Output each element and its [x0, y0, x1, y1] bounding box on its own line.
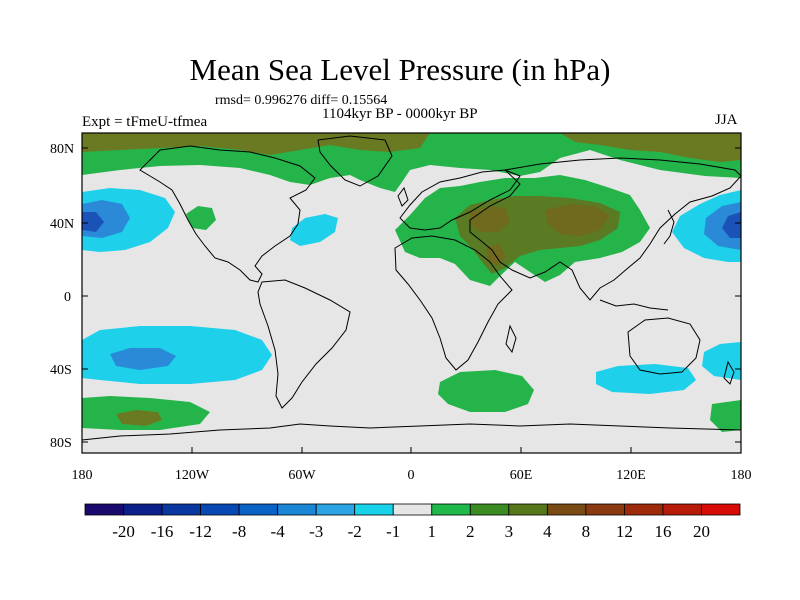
colorbar-swatch	[123, 503, 163, 516]
namerica-positive-patch	[186, 206, 216, 230]
x-tick-marks	[81, 447, 742, 453]
time-period: 1104kyr BP - 0000kyr BP	[322, 106, 478, 122]
africa-coast	[394, 235, 513, 371]
x-tick-label: 120E	[616, 468, 646, 483]
y-tick-label: 40S	[50, 363, 72, 378]
sindian-negative-region	[596, 364, 696, 394]
colorbar-swatch	[161, 503, 201, 516]
colorbar-label: -12	[189, 522, 212, 541]
madagascar-coast	[505, 324, 517, 354]
colorbar-swatch	[662, 503, 702, 516]
colorbar-label: 3	[505, 522, 514, 541]
x-tick-label: 180	[72, 468, 93, 483]
australia-coast	[627, 317, 701, 375]
x-tick-label: 120W	[175, 468, 210, 483]
colorbar-swatch	[508, 503, 548, 516]
colorbar-swatch	[585, 503, 625, 516]
europe-coast	[399, 169, 521, 231]
eurasia-core-region-east	[545, 204, 610, 236]
asia-coast	[469, 157, 741, 301]
antarctic-positive-patch	[710, 400, 741, 432]
colorbar-swatch	[624, 503, 664, 516]
satlantic-positive-region	[438, 370, 534, 412]
colorbar-label: -3	[309, 522, 323, 541]
colorbar-swatch	[200, 503, 240, 516]
colorbar-label: -1	[386, 522, 400, 541]
x-tick-label: 180	[731, 468, 752, 483]
colorbar-label: 16	[654, 522, 671, 541]
x-tick-label: 60E	[510, 468, 533, 483]
npacific-east-core	[722, 212, 741, 238]
map-title: Mean Sea Level Pressure (in hPa)	[189, 52, 611, 87]
southern-ocean-strong-region	[116, 410, 162, 426]
spacific-negative-region	[82, 326, 272, 384]
y-tick-label: 40N	[50, 217, 74, 232]
colorbar-label: -4	[271, 522, 286, 541]
south-america-coast	[257, 279, 351, 409]
colorbar-label: 1	[428, 522, 437, 541]
map-background	[82, 133, 741, 453]
colorbar-swatch	[701, 503, 741, 516]
colorbar-label: 2	[466, 522, 475, 541]
greenland-coast	[317, 135, 393, 187]
indonesia-coast	[599, 299, 669, 311]
y-tick-label: 80N	[50, 142, 74, 157]
coastlines	[82, 135, 741, 441]
colorbar-label: 20	[693, 522, 710, 541]
colorbar-label: -16	[151, 522, 174, 541]
colorbar-swatch	[277, 503, 317, 516]
colorbar-swatch	[315, 503, 356, 516]
colorbar-swatch	[238, 503, 279, 516]
colorbar-labels: -20 -16 -12 -8 -4 -3 -2 -1 1 2 3 4 8 12 16 20	[112, 522, 710, 541]
y-tick-marks	[82, 147, 741, 443]
colorbar-swatch	[84, 503, 124, 516]
colorbar-label: 4	[543, 522, 552, 541]
npacific-west-core	[82, 212, 104, 232]
y-tick-label: 80S	[50, 436, 72, 451]
colorbar-swatch	[546, 503, 587, 516]
uk-coast	[397, 186, 409, 207]
experiment-label: Expt = tFmeU-tfmea	[82, 114, 208, 130]
sw-pacific-negative-region	[702, 342, 741, 380]
new-zealand-coast	[723, 360, 735, 385]
japan-coast	[663, 209, 675, 245]
spacific-strong-region	[110, 348, 176, 370]
colorbar	[84, 503, 741, 516]
arctic-strong-region-east	[560, 133, 741, 162]
arctic-strong-region	[82, 133, 430, 155]
colorbar-swatch	[392, 503, 433, 516]
atlantic-negative-region	[290, 214, 338, 246]
colorbar-label: 12	[616, 522, 633, 541]
x-tick-label: 0	[408, 468, 415, 483]
x-tick-label: 60W	[288, 468, 316, 483]
season-label: JJA	[715, 112, 738, 128]
colorbar-swatch	[469, 503, 510, 516]
colorbar-label: -8	[232, 522, 246, 541]
colorbar-label: -20	[112, 522, 135, 541]
y-tick-label: 0	[64, 290, 71, 305]
north-america-coast	[139, 145, 316, 283]
colorbar-swatch	[354, 503, 394, 516]
colorbar-label: -2	[348, 522, 362, 541]
antarctica-coast	[82, 423, 741, 441]
colorbar-swatch	[431, 503, 471, 516]
colorbar-label: 8	[582, 522, 591, 541]
rmsd-diff-stats: rmsd= 0.996276 diff= 0.15564	[215, 93, 388, 108]
